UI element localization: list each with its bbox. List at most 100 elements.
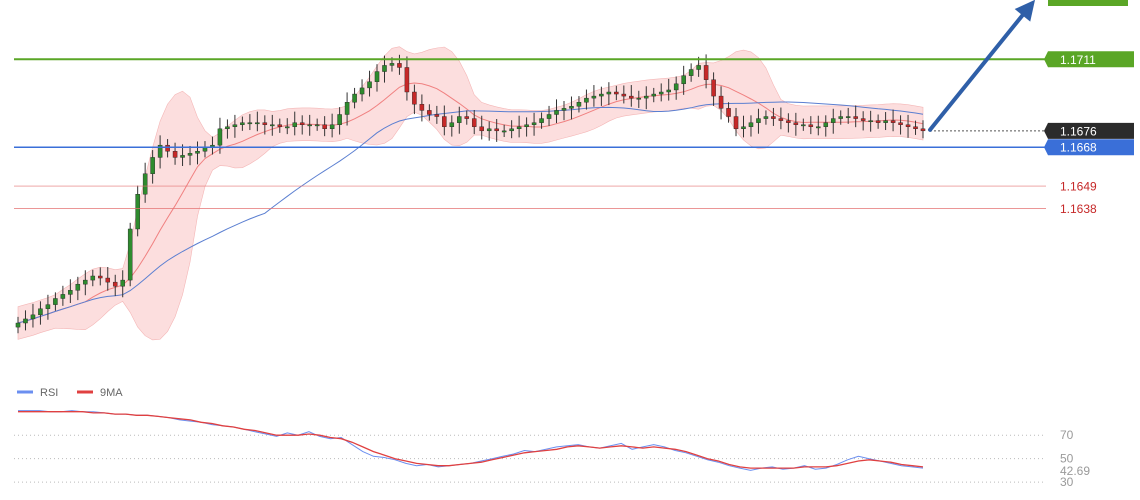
candle (53, 292, 58, 311)
candle-body (292, 122, 297, 127)
rsi-legend: RSI 9MA (17, 387, 123, 399)
candle-body (247, 122, 253, 125)
candle-body (838, 116, 843, 119)
candle-body (38, 308, 43, 316)
candle (838, 110, 843, 125)
candle (793, 112, 799, 136)
candle-body (307, 124, 312, 127)
candle-body (890, 120, 896, 123)
candle-body (30, 314, 36, 320)
candle-body (853, 116, 858, 119)
target-level-1-text: 1.1649 (1060, 180, 1097, 194)
candle (546, 105, 552, 126)
rsi-current-value: 42.69 (1060, 464, 1090, 478)
candle-body (427, 110, 432, 115)
candle-body (270, 124, 275, 127)
candle-body (741, 126, 746, 129)
candle-body (823, 122, 829, 127)
candle (397, 54, 402, 75)
forecast-arrow (928, 0, 1035, 132)
candle-body (367, 81, 372, 89)
candle (636, 90, 642, 108)
candle (883, 112, 888, 131)
candle-body (389, 63, 395, 66)
candle (150, 150, 155, 184)
candle (509, 120, 514, 139)
candle (352, 87, 357, 109)
candle-body (187, 153, 193, 156)
candle (232, 114, 238, 138)
candle (531, 112, 537, 136)
candle (741, 115, 746, 138)
candle-body (486, 128, 492, 132)
candle (726, 102, 731, 123)
arrow-shaft (928, 4, 1032, 132)
candle-body (172, 151, 178, 158)
candle-body (868, 120, 873, 123)
candle-body (135, 194, 140, 230)
candle-body (591, 95, 597, 99)
candle (322, 116, 327, 137)
candle-body (232, 124, 238, 127)
candle-body (83, 279, 88, 285)
candle (778, 107, 784, 130)
candle-body (434, 114, 440, 117)
candle-body (524, 124, 529, 127)
candle (666, 78, 671, 101)
candle (427, 104, 432, 121)
candle (658, 83, 664, 102)
candle-body (718, 95, 724, 109)
candles (15, 54, 926, 334)
candle-body (180, 155, 185, 158)
candle-body (277, 124, 283, 127)
candle-body (599, 93, 604, 97)
arrow-head-icon (1014, 0, 1035, 22)
resistance-tag-bg (1044, 51, 1134, 68)
candle (801, 118, 806, 131)
candle (412, 84, 417, 115)
candle (135, 185, 140, 237)
candle-body (60, 294, 66, 299)
candle-body (830, 118, 836, 123)
candle (240, 116, 245, 131)
moving-average-fast-line (17, 82, 924, 324)
candle-body (442, 116, 447, 127)
candle (255, 111, 260, 132)
candle (60, 285, 66, 306)
candle (157, 135, 163, 169)
candle (816, 115, 821, 136)
candle-body (808, 124, 814, 127)
candle-body (666, 89, 671, 93)
candle (569, 96, 574, 120)
candle-body (845, 116, 851, 118)
candle (561, 100, 567, 121)
current-tag-bg (1044, 122, 1134, 139)
candle-body (913, 126, 918, 129)
candle-body (636, 97, 642, 100)
candle (524, 117, 529, 137)
candle (172, 142, 178, 165)
candle (247, 114, 253, 131)
candle-body (644, 95, 649, 99)
candle-body (711, 79, 716, 97)
rsi-legend-label: RSI (40, 387, 58, 399)
candle-body (606, 91, 612, 95)
candle-body (45, 304, 51, 309)
moving-average-slow-line (17, 101, 924, 324)
candle-body (337, 114, 342, 125)
candle (187, 145, 193, 166)
candle-body (98, 275, 103, 279)
candle-body (127, 228, 133, 281)
candle-body (314, 124, 320, 127)
candle (920, 120, 926, 139)
candle (314, 118, 320, 131)
candle (584, 89, 589, 110)
candle-body (696, 65, 701, 70)
candle-body (225, 126, 230, 129)
candle-body (509, 128, 514, 132)
candle (83, 270, 88, 296)
candle-body (688, 69, 694, 76)
candle-body (554, 110, 559, 115)
candle-body (75, 283, 81, 291)
candle (875, 114, 881, 129)
